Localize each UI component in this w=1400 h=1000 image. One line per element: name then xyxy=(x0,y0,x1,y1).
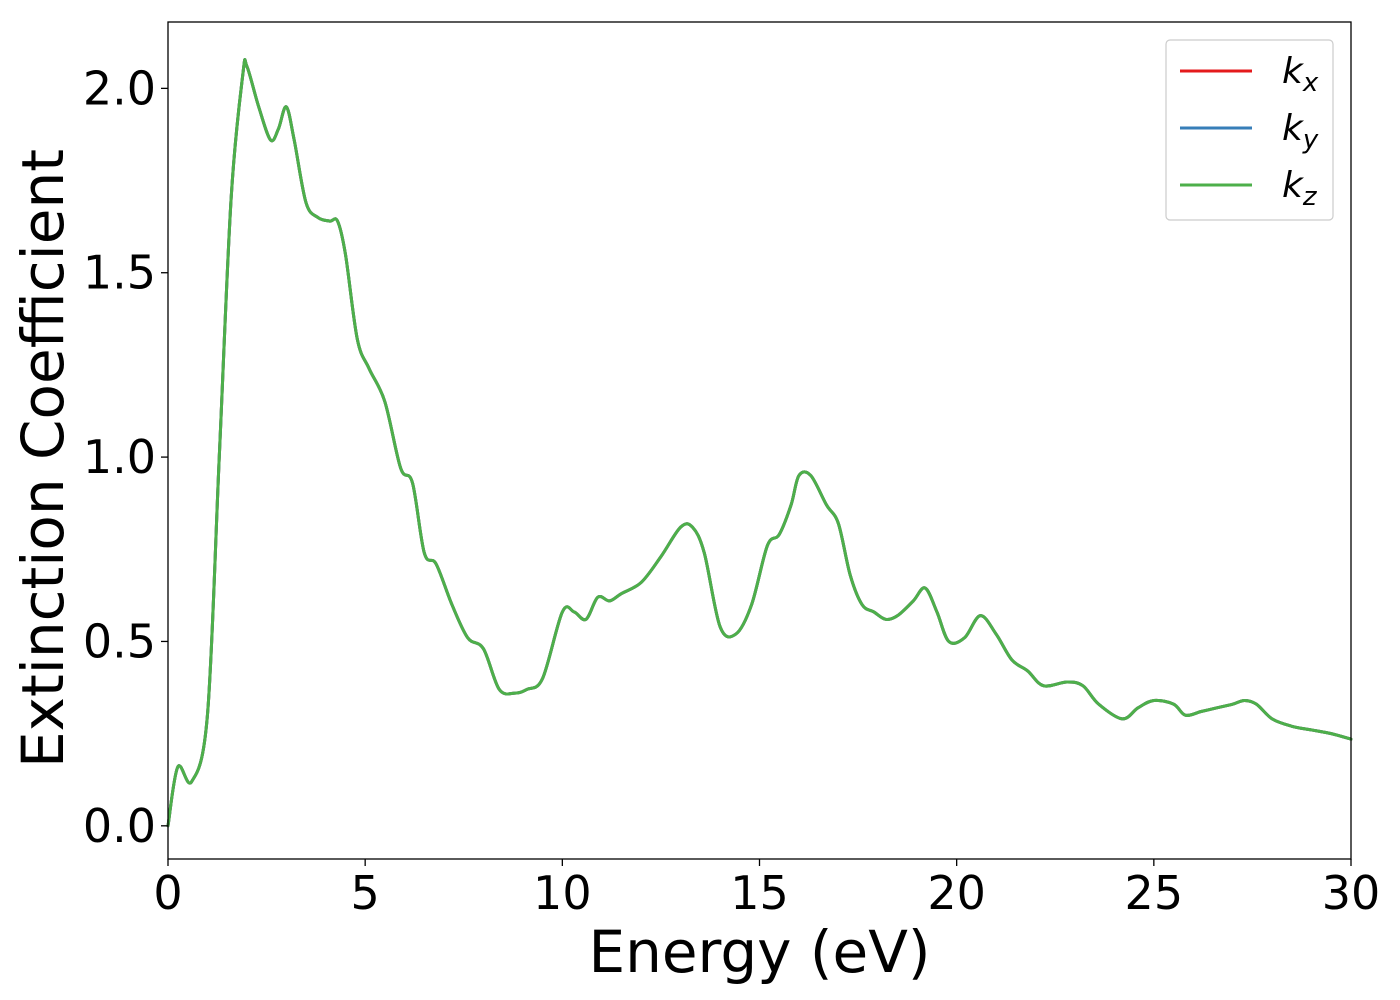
legend-box xyxy=(1165,39,1334,221)
y-axis-title: Extinction Coefficient xyxy=(9,149,77,768)
y-tick-label: 1.5 xyxy=(83,246,156,300)
x-tick-label: 10 xyxy=(533,866,592,920)
x-tick-label: 0 xyxy=(153,866,182,920)
y-tick-label: 0.0 xyxy=(83,799,156,853)
y-tick-label: 1.0 xyxy=(83,430,156,484)
y-tick-label: 2.0 xyxy=(83,61,156,115)
y-tick-label: 0.5 xyxy=(83,614,156,668)
legend-label-kx: kx xyxy=(1282,51,1319,98)
x-axis-ticks: 0 5 10 15 20 25 30 xyxy=(153,859,1380,920)
x-tick-label: 25 xyxy=(1125,866,1184,920)
legend-label-ky: ky xyxy=(1282,108,1319,155)
legend-label-kz: kz xyxy=(1282,165,1318,212)
y-axis-ticks: 0.0 0.5 1.0 1.5 2.0 xyxy=(83,61,168,853)
x-tick-label: 15 xyxy=(730,866,789,920)
x-tick-label: 20 xyxy=(927,866,986,920)
series-layer xyxy=(166,58,1353,828)
series-line-kz xyxy=(166,58,1353,828)
x-tick-label: 5 xyxy=(351,866,380,920)
x-axis-title: Energy (eV) xyxy=(588,918,930,986)
x-tick-label: 30 xyxy=(1322,866,1381,920)
legend: kx ky kz xyxy=(1165,39,1334,221)
